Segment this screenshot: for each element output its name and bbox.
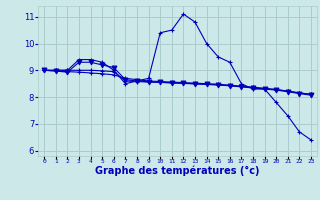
X-axis label: Graphe des températures (°c): Graphe des températures (°c) xyxy=(95,166,260,176)
